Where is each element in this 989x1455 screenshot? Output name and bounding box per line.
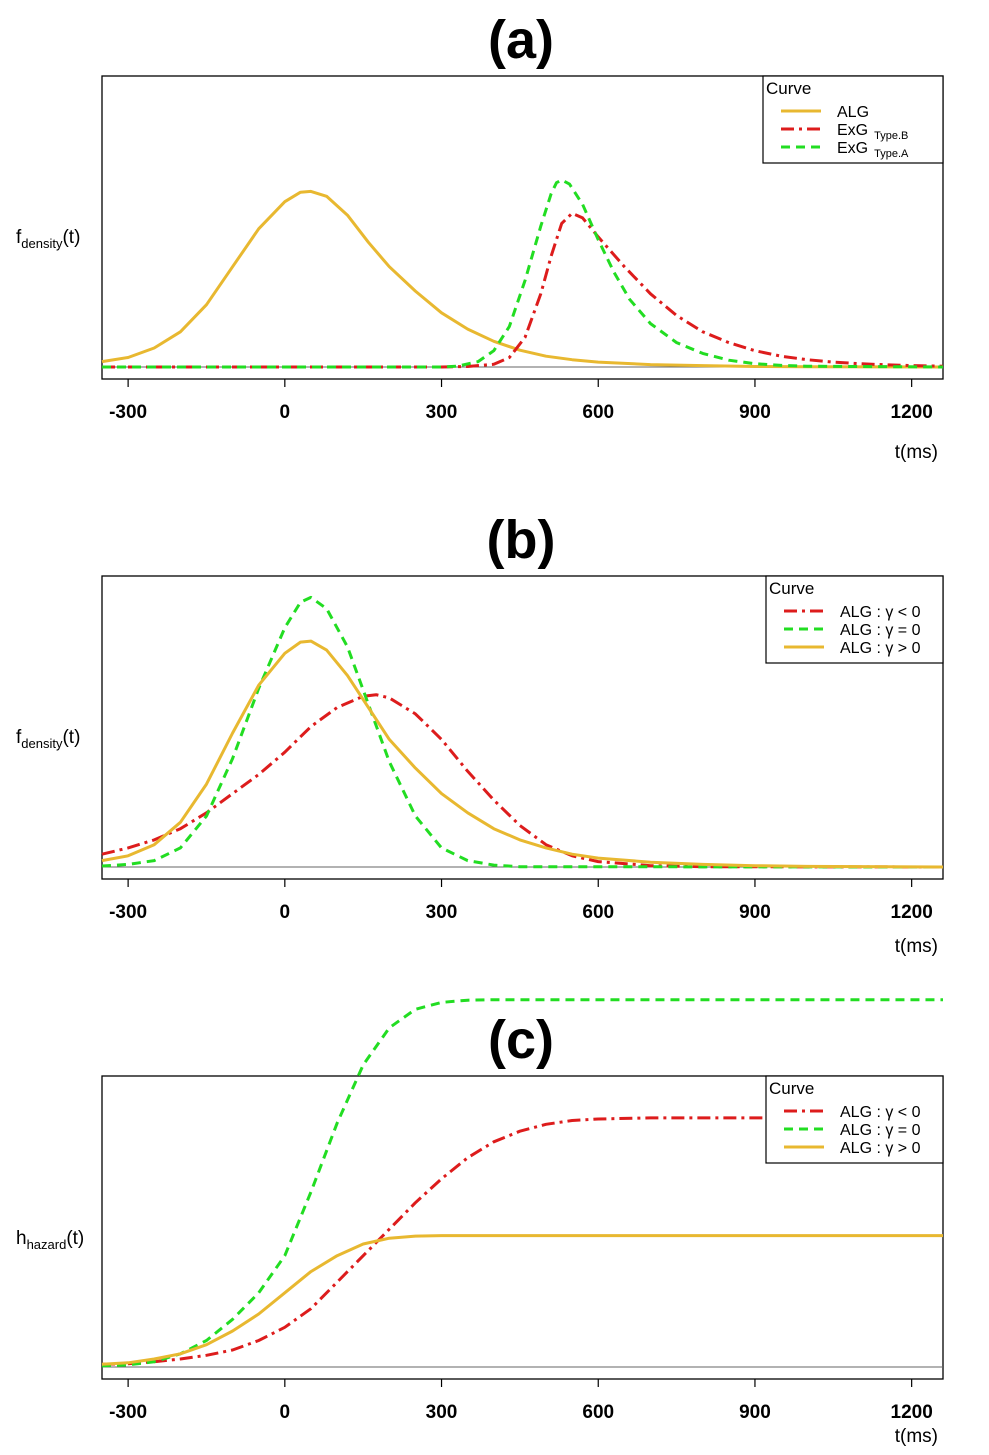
legend-title: Curve <box>766 79 811 98</box>
x-tick-label: 0 <box>280 402 291 423</box>
plot-frame <box>101 1075 944 1380</box>
x-tick-label: -300 <box>109 902 147 923</box>
plot-frame <box>101 575 944 880</box>
x-tick-label: 600 <box>582 1402 614 1423</box>
x-tick-label: 900 <box>739 402 771 423</box>
series-line <box>101 693 944 869</box>
x-tick-label: 0 <box>280 902 291 923</box>
panel-title: (a) <box>488 10 554 70</box>
y-axis-label: fdensity(t) <box>16 727 80 751</box>
x-axis-label: t(ms) <box>895 442 938 463</box>
legend-entry: ALG : γ = 0 <box>840 1122 921 1139</box>
panel-c: (c) -300 0 300 600 900 1200 t(ms) hhazard(t) Curv… <box>16 998 944 1447</box>
x-axis-label: t(ms) <box>895 1426 938 1447</box>
x-tick-label: 900 <box>739 902 771 923</box>
y-axis-label: fdensity(t) <box>16 227 80 251</box>
panel-title: (b) <box>487 510 556 570</box>
x-tick-label: 0 <box>280 1402 291 1423</box>
legend-entry: ExG Type.B <box>837 122 908 142</box>
series-line <box>101 639 944 869</box>
legend-title: Curve <box>769 579 814 598</box>
legend-entry: ALG : γ > 0 <box>840 640 921 657</box>
legend-entry: ALG : γ < 0 <box>840 1104 921 1121</box>
y-axis-label: hhazard(t) <box>16 1228 84 1252</box>
plot-frame <box>101 75 944 380</box>
legend-entry: ALG : γ = 0 <box>840 622 921 639</box>
x-tick-label: 900 <box>739 1402 771 1423</box>
series-line <box>101 595 944 869</box>
x-tick-label: 600 <box>582 402 614 423</box>
series-line <box>101 189 944 369</box>
panel-b: (b) -300 0 300 600 900 1200 t(ms) fdensity(t) Cur… <box>16 510 944 957</box>
x-tick-label: 1200 <box>891 1402 933 1423</box>
x-tick-label: 1200 <box>891 902 933 923</box>
x-tick-label: 300 <box>426 1402 458 1423</box>
series-line <box>102 178 944 369</box>
legend-box <box>762 75 944 164</box>
panel-title: (c) <box>488 1010 554 1070</box>
legend-entry: ExG Type.A <box>837 140 909 160</box>
series-line <box>101 1116 943 1366</box>
legend-title: Curve <box>769 1079 814 1098</box>
series-line <box>101 1234 943 1366</box>
x-tick-label: 1200 <box>891 402 933 423</box>
x-tick-label: -300 <box>109 1402 147 1423</box>
x-tick-label: -300 <box>109 402 147 423</box>
legend-entry: ALG : γ > 0 <box>840 1140 921 1157</box>
x-tick-label: 300 <box>426 902 458 923</box>
x-tick-label: 300 <box>426 402 458 423</box>
x-axis-label: t(ms) <box>895 936 938 957</box>
panel-a: (a) -300 0 300 600 900 1200 t(ms) fdensity(t) Cur… <box>16 10 944 463</box>
x-tick-label: 600 <box>582 902 614 923</box>
legend-entry: ALG <box>837 104 869 121</box>
legend-entry: ALG : γ < 0 <box>840 604 921 621</box>
series-line <box>101 998 943 1368</box>
series-line <box>102 211 944 369</box>
